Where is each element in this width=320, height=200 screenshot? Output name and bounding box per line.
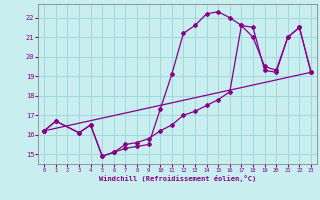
X-axis label: Windchill (Refroidissement éolien,°C): Windchill (Refroidissement éolien,°C) [99, 175, 256, 182]
